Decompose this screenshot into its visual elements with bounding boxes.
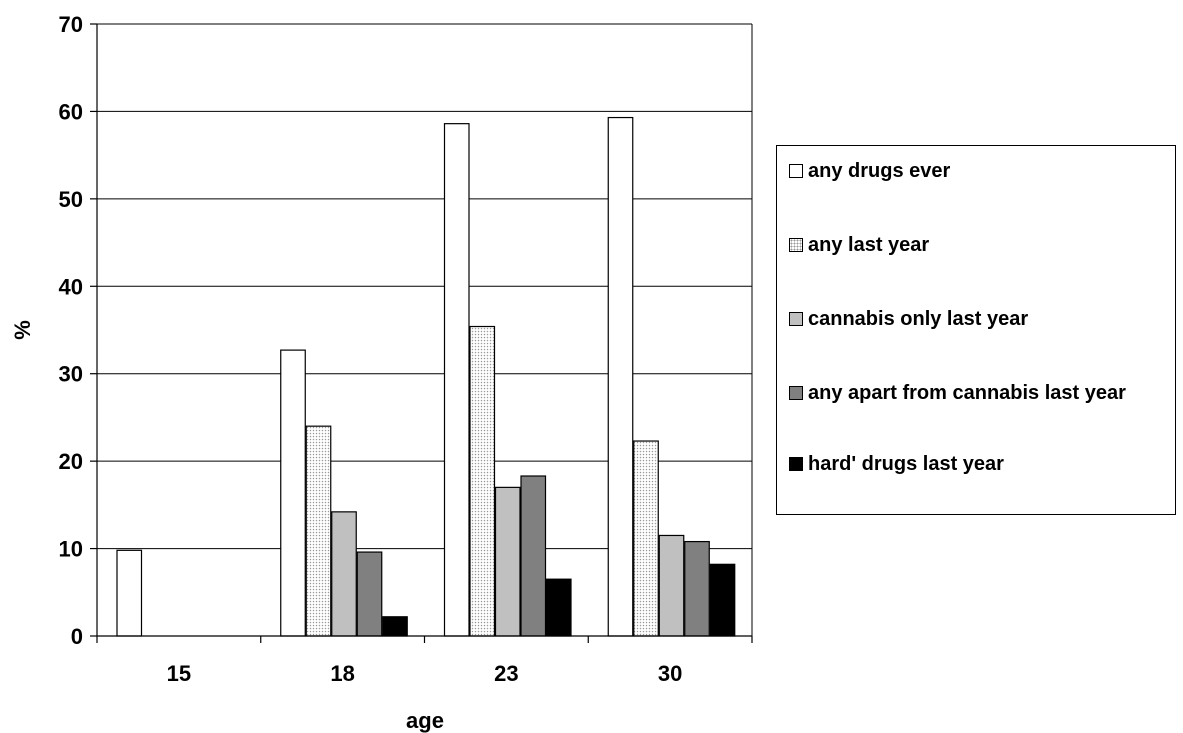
- legend-item-hard-drugs-last-year: hard' drugs last year: [789, 451, 1173, 477]
- bar-any-drugs-ever-15: [116, 549, 143, 637]
- legend-label: any apart from cannabis last year: [808, 382, 1126, 404]
- y-tick-label: 10: [59, 537, 83, 562]
- bar-any-last-year-23: [469, 325, 496, 637]
- bar-cannabis-only-last-year-18: [331, 511, 357, 637]
- axes: [90, 23, 753, 643]
- bar-any-apart-from-cannabis-last-year-23: [520, 475, 547, 637]
- x-tick-label: 18: [330, 661, 354, 686]
- bar-chart: 0 10 20 30 40 50 60 70 15 18 23 30 % age: [10, 12, 753, 733]
- legend: any drugs ever any last year cannabis on…: [776, 145, 1176, 515]
- legend-item-cannabis-only-last-year: cannabis only last year: [789, 306, 1173, 332]
- y-tick-label: 50: [59, 187, 83, 212]
- bar-any-last-year-30: [633, 440, 659, 637]
- bar-hard-drugs-last-year-30: [709, 563, 736, 637]
- gridlines: [97, 23, 753, 636]
- x-tick-label: 23: [494, 661, 518, 686]
- bar-cannabis-only-last-year-30: [658, 534, 685, 637]
- legend-swatch-dotted: [789, 238, 803, 252]
- legend-swatch-light-gray: [789, 312, 803, 326]
- legend-label: hard' drugs last year: [808, 453, 1004, 475]
- bar-any-drugs-ever-18: [280, 349, 306, 637]
- bar-any-last-year-18: [305, 425, 332, 637]
- y-axis-label: %: [10, 320, 35, 340]
- x-tick-label: 30: [658, 661, 682, 686]
- x-tick-labels: 15 18 23 30: [167, 661, 683, 686]
- y-tick-label: 70: [59, 12, 83, 37]
- legend-label: any last year: [808, 234, 930, 256]
- legend-item-any-last-year: any last year: [789, 232, 1173, 258]
- legend-item-any-drugs-ever: any drugs ever: [789, 158, 1173, 184]
- bars: [116, 116, 736, 637]
- y-tick-label: 20: [59, 449, 83, 474]
- bar-cannabis-only-last-year-23: [494, 486, 521, 637]
- legend-label: any drugs ever: [808, 160, 951, 182]
- y-tick-label: 30: [59, 362, 83, 387]
- x-tick-label: 15: [167, 661, 191, 686]
- bar-any-apart-from-cannabis-last-year-18: [356, 551, 383, 637]
- bar-any-drugs-ever-23: [443, 123, 470, 637]
- legend-label: cannabis only last year: [808, 308, 1029, 330]
- bar-hard-drugs-last-year-23: [545, 578, 572, 637]
- bar-hard-drugs-last-year-18: [382, 616, 408, 637]
- legend-swatch-white: [789, 164, 803, 178]
- y-tick-label: 60: [59, 99, 83, 124]
- legend-swatch-black: [789, 457, 803, 471]
- bar-any-apart-from-cannabis-last-year-30: [684, 540, 710, 637]
- y-tick-labels: 0 10 20 30 40 50 60 70: [59, 12, 83, 649]
- legend-item-any-apart-from-cannabis: any apart from cannabis last year: [789, 380, 1173, 406]
- y-tick-label: 0: [71, 624, 83, 649]
- y-tick-label: 40: [59, 274, 83, 299]
- bar-any-drugs-ever-30: [607, 116, 634, 637]
- x-axis-label: age: [406, 708, 444, 733]
- legend-swatch-dark-gray: [789, 386, 803, 400]
